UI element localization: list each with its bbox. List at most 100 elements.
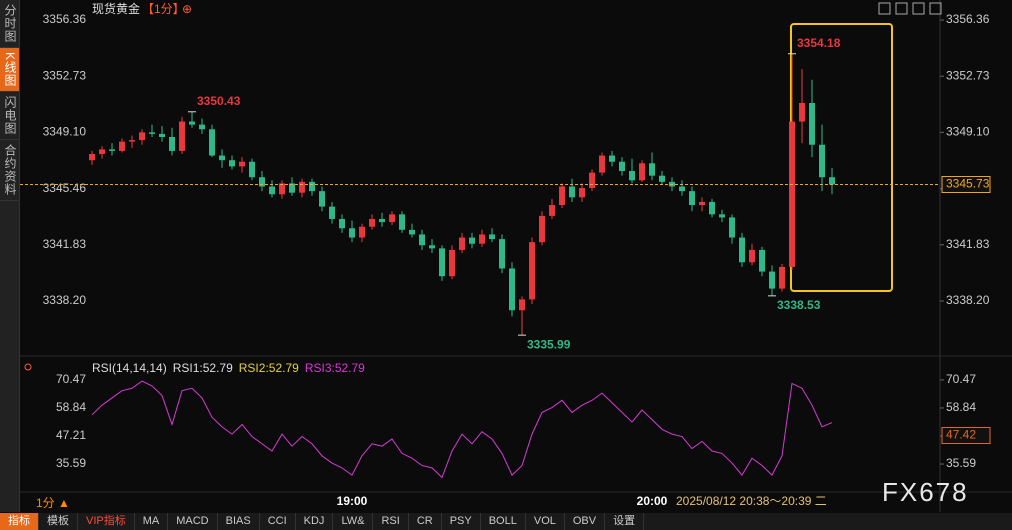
toolbar-button[interactable]: PSY xyxy=(442,513,481,530)
last-price-label: 3345.73 xyxy=(946,177,990,191)
candle-body xyxy=(619,161,625,172)
toolbar-button[interactable]: BIAS xyxy=(218,513,260,530)
toolbar-button[interactable]: MACD xyxy=(168,513,218,530)
extreme-label: 3354.18 xyxy=(797,36,841,50)
candle-body xyxy=(229,160,235,167)
candle-body xyxy=(299,181,305,193)
candle-body xyxy=(549,205,555,216)
candle-body xyxy=(539,215,545,243)
candle-body xyxy=(109,149,115,151)
candle-body xyxy=(729,217,735,238)
candle-body xyxy=(159,133,165,137)
y-tick-label: 35.59 xyxy=(56,456,86,470)
last-value-box xyxy=(941,427,991,445)
side-tab[interactable]: 闪电图 xyxy=(0,92,19,141)
y-tick-label: 3349.10 xyxy=(43,125,87,139)
y-tick-label: 3341.83 xyxy=(946,237,990,251)
icon[interactable] xyxy=(912,2,925,15)
candle-body xyxy=(749,249,755,263)
toolbar-button[interactable]: 模板 xyxy=(39,513,78,530)
candle-body xyxy=(689,191,695,206)
candle-body xyxy=(409,229,415,235)
candle-body xyxy=(479,234,485,244)
candle-body xyxy=(329,206,335,219)
toolbar-button[interactable]: VOL xyxy=(526,513,565,530)
last-price-box xyxy=(941,175,991,193)
candle-body xyxy=(129,140,135,142)
candle-body xyxy=(789,121,795,267)
add-icon[interactable]: ⊕ xyxy=(182,2,192,16)
y-tick-label: 3356.36 xyxy=(43,12,87,26)
side-tab[interactable]: 合约资料 xyxy=(0,140,19,202)
candle-body xyxy=(699,201,705,206)
candle-body xyxy=(609,155,615,162)
side-tab[interactable]: K线图 xyxy=(0,48,19,93)
y-tick-label: 47.21 xyxy=(56,428,86,442)
candle-body xyxy=(249,161,255,178)
extreme-label: 3350.43 xyxy=(197,94,241,108)
toolbar-button[interactable]: LW& xyxy=(333,513,374,530)
candle-body xyxy=(99,149,105,155)
extreme-label: 3338.53 xyxy=(777,298,821,312)
candle-body xyxy=(89,154,95,161)
toolbar-button[interactable]: CR xyxy=(409,513,442,530)
candle-body xyxy=(569,186,575,198)
toolbar-button[interactable]: BOLL xyxy=(481,513,526,530)
toolbar-button[interactable]: CCI xyxy=(260,513,296,530)
candle-body xyxy=(469,237,475,244)
toolbar-button[interactable]: 设置 xyxy=(605,513,645,530)
bottom-toolbar: 指标 模板 VIP指标 MA MACD BIAS CCI KDJ LW& RSI CR PSY BOLL… xyxy=(0,513,1012,530)
highlight-box xyxy=(790,23,893,292)
side-tab[interactable]: 分时图 xyxy=(0,0,19,48)
toolbar-button[interactable]: 指标 xyxy=(0,513,39,530)
candle-body xyxy=(679,186,685,192)
toolbar-button[interactable]: MA xyxy=(135,513,169,530)
candle-body xyxy=(799,102,805,122)
legend-label: RSI3:52.79 xyxy=(305,361,365,375)
y-tick-label: 3352.73 xyxy=(43,68,87,82)
candle-body xyxy=(289,183,295,193)
x-tick-label: 19:00 xyxy=(337,494,368,508)
candle-body xyxy=(259,177,265,187)
legend-label: RSI(14,14,14) xyxy=(92,361,167,375)
candle-body xyxy=(829,177,835,185)
icon[interactable] xyxy=(895,2,908,15)
candle-body xyxy=(649,163,655,176)
last-value-label: 47.42 xyxy=(946,428,976,442)
candle-body xyxy=(519,299,525,311)
candle-body xyxy=(529,242,535,300)
candle-body xyxy=(429,245,435,249)
candle-body xyxy=(369,218,375,227)
icon[interactable] xyxy=(878,2,891,15)
candle-body xyxy=(819,144,825,178)
toolbar-button[interactable]: VIP指标 xyxy=(78,513,135,530)
toolbar-button[interactable]: RSI xyxy=(373,513,409,530)
candle-body xyxy=(639,163,645,181)
icon[interactable] xyxy=(929,2,942,15)
interval[interactable]: 【1分】 xyxy=(142,2,185,16)
sidebar: 分时图 K线图 闪电图 合约资料 xyxy=(0,0,20,512)
candle-body xyxy=(499,239,505,269)
y-tick-label: 3349.10 xyxy=(946,125,990,139)
time-range: 2025/08/12 20:38～20:39 二 xyxy=(676,494,827,508)
toolbar-button[interactable]: OBV xyxy=(565,513,606,530)
candle-body xyxy=(779,266,785,289)
y-tick-label: 35.59 xyxy=(946,456,976,470)
candle-body xyxy=(379,218,385,223)
candle-body xyxy=(219,155,225,161)
watermark: FX678 xyxy=(882,477,969,507)
candle-body xyxy=(589,172,595,189)
candle-body xyxy=(769,271,775,289)
candle-body xyxy=(349,228,355,238)
y-tick-label: 3356.36 xyxy=(946,12,990,26)
toolbar-button[interactable]: KDJ xyxy=(296,513,334,530)
candle-body xyxy=(809,102,815,145)
candle-body xyxy=(199,124,205,130)
candle-body xyxy=(359,226,365,238)
candle-body xyxy=(279,183,285,195)
candle-body xyxy=(599,155,605,173)
interval-selector[interactable]: 1分 ▲ xyxy=(36,496,70,510)
settings-icon[interactable] xyxy=(24,363,32,371)
candle-body xyxy=(449,249,455,277)
